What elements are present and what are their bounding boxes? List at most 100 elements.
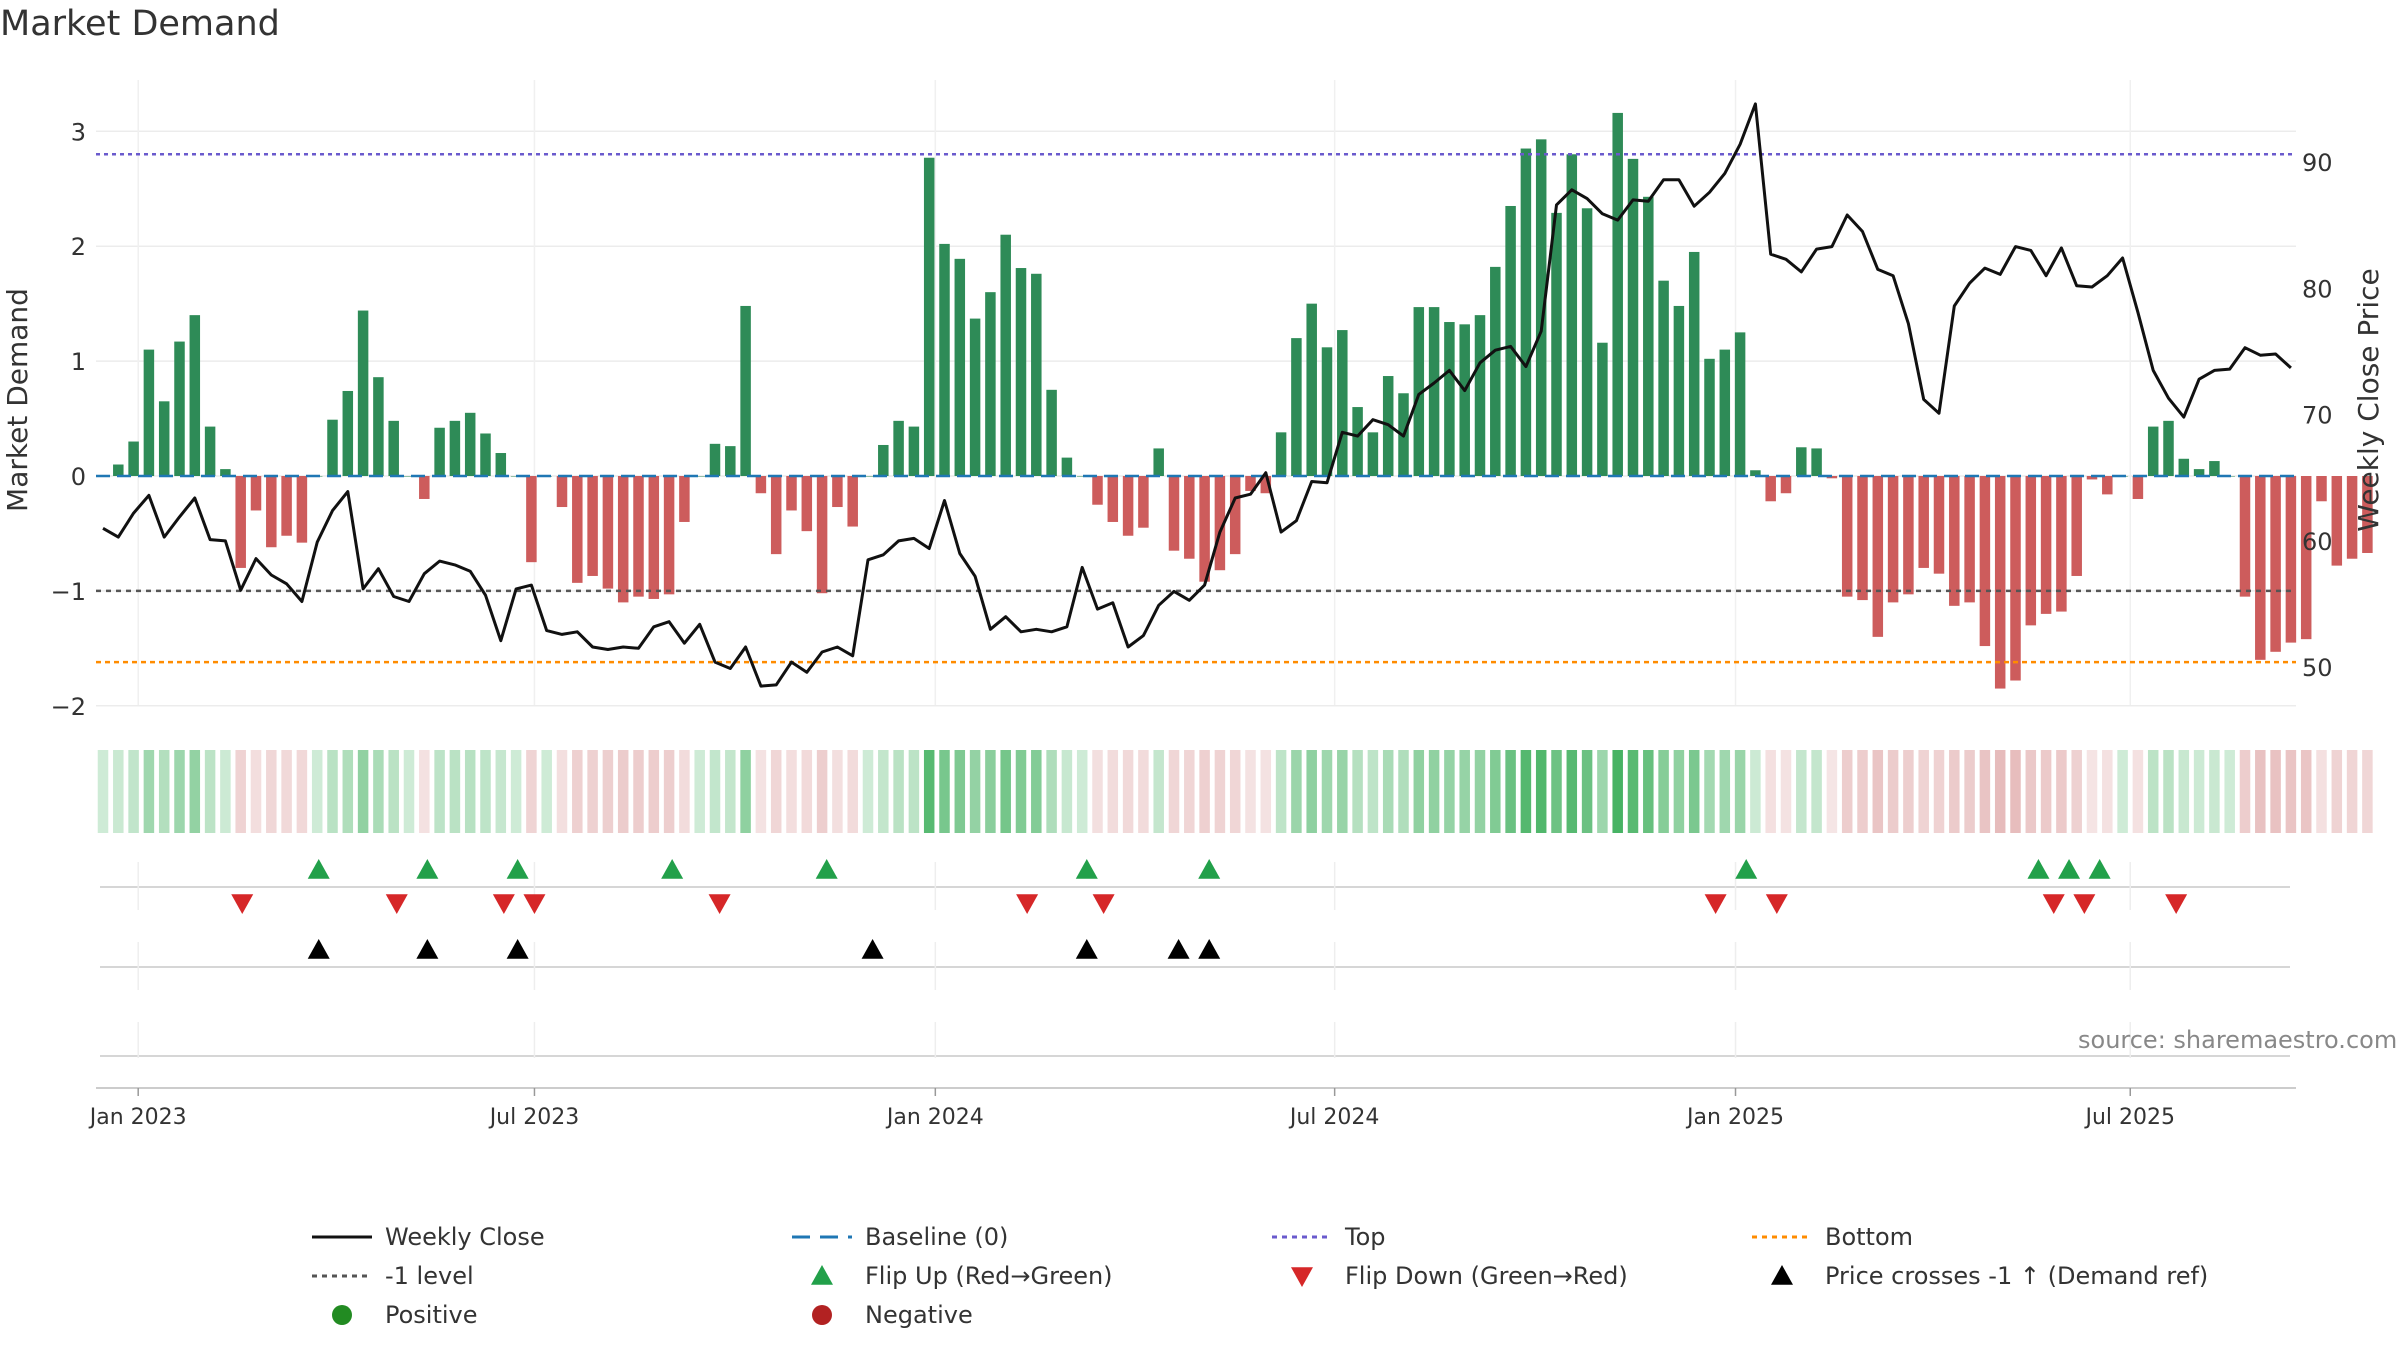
- strip-cell: [403, 750, 415, 833]
- strip-cell: [2331, 750, 2343, 833]
- flip-up-marker: [1075, 859, 1098, 879]
- demand-bar: [740, 305, 751, 476]
- strip-cell: [1535, 750, 1547, 833]
- demand-bar: [1765, 476, 1776, 502]
- demand-bar: [128, 441, 139, 476]
- strip-cell: [1750, 750, 1761, 833]
- demand-bar: [694, 476, 705, 477]
- legend-minus-one-label: -1 level: [385, 1262, 474, 1290]
- flip-down-marker: [1704, 894, 1727, 914]
- flip-down-marker: [523, 894, 546, 914]
- demand-bar: [1841, 476, 1853, 597]
- flip-down-marker: [231, 894, 254, 914]
- demand-bar: [1566, 154, 1578, 476]
- demand-bar: [1857, 476, 1868, 601]
- strip-cell: [2147, 750, 2159, 833]
- demand-bar: [709, 443, 721, 476]
- strip-cell: [1474, 750, 1486, 833]
- strip-cell: [1229, 750, 1241, 833]
- demand-bar: [939, 243, 950, 476]
- demand-bar: [1122, 476, 1134, 536]
- strip-cell: [2086, 750, 2098, 833]
- strip-cell: [1490, 750, 1501, 833]
- strip-cell: [1979, 750, 1991, 833]
- demand-bar: [893, 420, 904, 476]
- demand-bar: [357, 310, 369, 476]
- strip-cell: [1520, 750, 1532, 833]
- demand-bar: [954, 258, 966, 476]
- strip-cell: [1765, 750, 1776, 833]
- legend-flip-down-swatch: [1291, 1267, 1313, 1287]
- strip-cell: [2300, 750, 2312, 833]
- demand-bar: [1796, 447, 1807, 476]
- demand-bar: [1245, 476, 1256, 491]
- demand-bar: [1887, 476, 1899, 603]
- strip-cell: [2224, 750, 2235, 833]
- demand-bar: [1673, 305, 1685, 476]
- demand-bar: [373, 377, 384, 476]
- strip-cell: [663, 750, 675, 833]
- strip-cell: [434, 750, 445, 833]
- strip-cell: [495, 750, 507, 833]
- demand-bar: [1612, 112, 1623, 476]
- demand-bar: [2255, 476, 2266, 660]
- strip-cell: [755, 750, 767, 833]
- color-strip: [97, 750, 2373, 833]
- strip-cell: [1107, 750, 1119, 833]
- demand-bar: [2300, 476, 2312, 640]
- demand-bar: [832, 476, 843, 508]
- strip-cell: [1903, 750, 1914, 833]
- strip-cell: [1337, 750, 1348, 833]
- strip-cell: [985, 750, 996, 833]
- demand-bar: [2346, 476, 2358, 559]
- strip-cell: [419, 750, 430, 833]
- demand-bar: [2010, 476, 2021, 681]
- strip-cell: [1291, 750, 1302, 833]
- strip-cell: [1796, 750, 1807, 833]
- x-tick-label: Jul 2025: [2083, 1105, 2175, 1130]
- flip-down-marker: [1016, 894, 1039, 914]
- demand-bar: [985, 292, 996, 476]
- legend-positive-label: Positive: [385, 1301, 478, 1329]
- strip-cell: [357, 750, 369, 833]
- demand-bar: [602, 476, 614, 589]
- demand-bar: [587, 476, 598, 576]
- strip-cell: [97, 750, 109, 833]
- demand-bar: [923, 157, 935, 477]
- demand-bar: [679, 476, 690, 522]
- strip-cell: [311, 750, 323, 833]
- strip-cell: [2362, 750, 2373, 833]
- flip-down-marker: [708, 894, 731, 914]
- flip-up-marker: [661, 859, 684, 879]
- demand-bar: [2331, 476, 2343, 566]
- strip-cell: [617, 750, 629, 833]
- demand-bar: [403, 476, 415, 477]
- strip-cell: [1321, 750, 1333, 833]
- demand-bar: [2071, 476, 2082, 576]
- strip-cell: [2346, 750, 2358, 833]
- demand-bar: [1459, 324, 1470, 476]
- demand-bar: [572, 476, 583, 583]
- strip-cell: [2285, 750, 2297, 833]
- demand-bar: [1031, 273, 1042, 476]
- strip-cell: [1214, 750, 1226, 833]
- flip-up-marker: [1735, 859, 1758, 879]
- y-axis-label: Market Demand: [1, 288, 34, 512]
- demand-bar: [2239, 476, 2251, 597]
- demand-bar: [1367, 432, 1379, 476]
- demand-bars: [97, 112, 2373, 689]
- x-tick-label: Jan 2025: [1685, 1105, 1784, 1130]
- flip-up-marker: [506, 859, 529, 879]
- y2-tick-label: 60: [2302, 528, 2333, 556]
- strip-cell: [2239, 750, 2251, 833]
- demand-bar: [1933, 476, 1945, 574]
- strip-cell: [2163, 750, 2174, 833]
- strip-cell: [449, 750, 461, 833]
- demand-bar: [1138, 476, 1149, 528]
- demand-bar: [1750, 470, 1761, 476]
- demand-bar: [1444, 322, 1455, 476]
- strip-cell: [816, 750, 828, 833]
- strip-cell: [464, 750, 476, 833]
- strip-cell: [1887, 750, 1899, 833]
